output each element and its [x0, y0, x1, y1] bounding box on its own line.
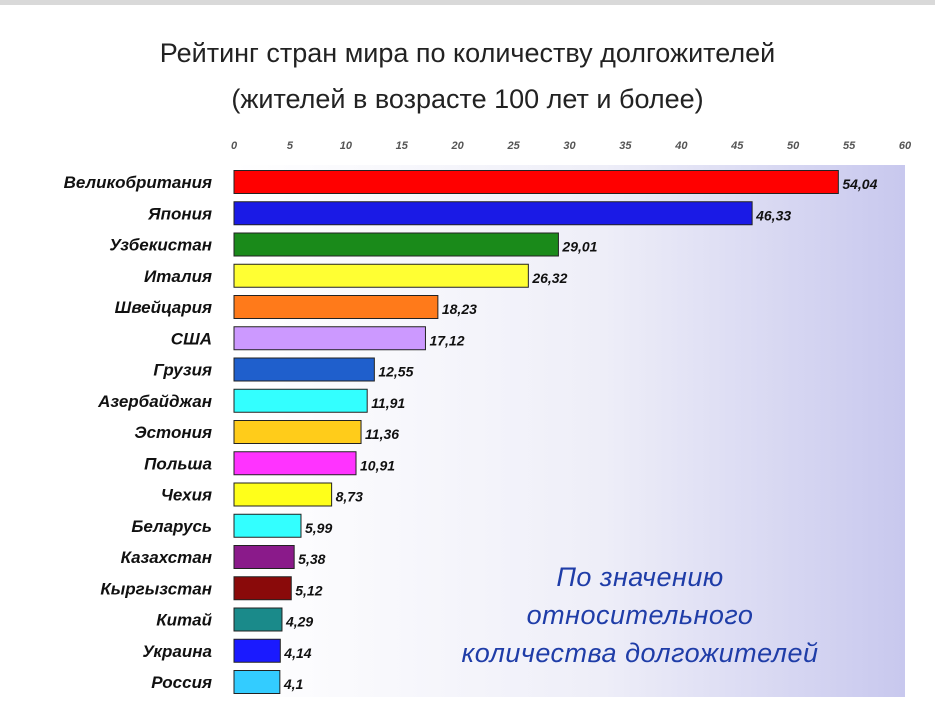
bar — [233, 357, 375, 382]
category-label: Узбекистан — [109, 236, 212, 255]
value-label: 46,33 — [755, 207, 791, 223]
bar — [233, 420, 362, 444]
value-label: 26,32 — [531, 270, 567, 286]
category-label: Италия — [144, 267, 212, 286]
bars — [233, 170, 839, 694]
annotation: По значению относительного количества до… — [405, 558, 875, 672]
x-axis-ticks: 0 5 10 15 20 25 30 35 40 45 50 55 60 — [231, 140, 912, 152]
value-label: 18,23 — [442, 301, 477, 317]
bar — [233, 263, 529, 288]
x-tick-label: 45 — [730, 140, 744, 152]
bar — [233, 576, 292, 601]
chart-title: Рейтинг стран мира по количеству долгожи… — [159, 38, 776, 68]
top-rule — [0, 0, 935, 5]
chart-subtitle: (жителей в возрасте 100 лет и более) — [231, 84, 704, 114]
category-label: Чехия — [161, 486, 212, 505]
x-tick-label: 60 — [899, 140, 912, 152]
x-tick-label: 25 — [506, 140, 520, 152]
category-label: Польша — [144, 454, 212, 473]
value-label: 11,91 — [371, 395, 405, 411]
category-label: Великобритания — [64, 173, 212, 192]
x-tick-label: 15 — [396, 140, 409, 152]
bar — [233, 232, 559, 257]
x-tick-label: 55 — [843, 140, 856, 152]
value-label: 5,38 — [298, 551, 325, 567]
value-label: 8,73 — [336, 489, 363, 505]
value-label: 10,91 — [360, 457, 395, 473]
category-label: Россия — [151, 673, 212, 692]
value-label: 4,1 — [283, 676, 304, 692]
bar — [233, 451, 357, 476]
category-label: США — [171, 329, 212, 348]
bar — [233, 482, 333, 507]
annotation-line-1: По значению — [556, 562, 724, 592]
value-labels: 54,04 46,33 29,01 26,32 18,23 17,12 12,55 11,91… — [283, 176, 878, 692]
value-label: 11,36 — [365, 426, 399, 442]
bar — [233, 326, 426, 351]
value-label: 4,14 — [283, 645, 311, 661]
bar — [233, 607, 283, 632]
category-label: Китай — [156, 611, 212, 630]
value-label: 5,12 — [295, 582, 322, 598]
category-label: Швейцария — [115, 298, 212, 317]
x-tick-label: 20 — [451, 140, 465, 152]
bar — [233, 170, 839, 194]
x-tick-label: 40 — [674, 140, 688, 152]
category-label: Беларусь — [131, 517, 212, 536]
category-label: Казахстан — [121, 548, 212, 567]
bar — [233, 388, 368, 413]
value-label: 5,99 — [305, 520, 332, 536]
x-tick-label: 30 — [563, 140, 576, 152]
annotation-line-3: количества долгожителей — [461, 638, 819, 668]
category-label: Грузия — [153, 361, 212, 380]
category-label: Кыргызстан — [100, 579, 212, 598]
annotation-line-2: относительного — [526, 600, 754, 630]
value-label: 17,12 — [429, 332, 464, 348]
bar — [233, 513, 302, 538]
bar — [233, 638, 281, 663]
bar — [233, 545, 295, 569]
value-label: 12,55 — [378, 364, 413, 380]
value-label: 4,29 — [285, 614, 313, 630]
x-tick-label: 5 — [287, 140, 294, 152]
value-label: 54,04 — [842, 176, 877, 192]
category-label: Азербайджан — [97, 392, 212, 411]
x-tick-label: 35 — [619, 140, 632, 152]
category-label: Украина — [142, 642, 212, 661]
x-tick-label: 50 — [787, 140, 800, 152]
category-label: Япония — [147, 204, 212, 223]
bar — [233, 201, 753, 226]
value-label: 29,01 — [561, 239, 597, 255]
category-label: Эстония — [134, 423, 212, 442]
x-tick-label: 10 — [340, 140, 353, 152]
bar — [233, 295, 439, 319]
category-labels: Великобритания Япония Узбекистан Италия Швей… — [64, 173, 213, 692]
x-tick-label: 0 — [231, 140, 238, 152]
bar — [233, 670, 281, 694]
